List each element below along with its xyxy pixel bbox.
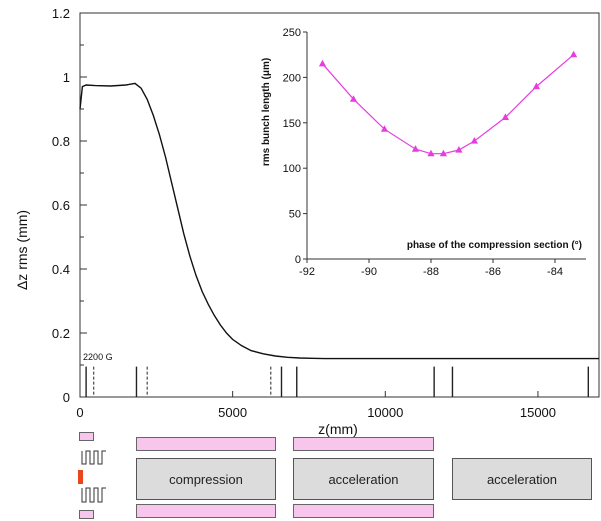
main-y-tick-label: 1.2 bbox=[52, 6, 70, 21]
main-y-axis-label: Δz rms (mm) bbox=[14, 210, 30, 290]
inset-x-axis: -92 -90 -88 -86 -84 bbox=[299, 258, 586, 278]
inset-data-point bbox=[532, 82, 540, 90]
main-y-tick-label: 1 bbox=[63, 70, 70, 85]
solenoid-acceleration-bottom bbox=[293, 504, 434, 518]
inset-data-point bbox=[501, 113, 509, 120]
main-y-tick-label: 0.8 bbox=[52, 134, 70, 149]
inset-x-tick-label: -84 bbox=[547, 266, 563, 278]
inset-y-tick-label: 0 bbox=[295, 254, 301, 266]
section-acceleration-1: acceleration bbox=[293, 458, 434, 500]
inset-data-point bbox=[427, 149, 435, 157]
section-compression: compression bbox=[136, 458, 276, 500]
inset-y-axis: 0 50 100 150 200 250 bbox=[283, 27, 308, 266]
inset-data-point bbox=[411, 145, 420, 152]
inset-x-tick-label: -88 bbox=[423, 266, 439, 278]
rf-waveguide-icon bbox=[81, 450, 106, 503]
main-y-tick-label: 0.4 bbox=[52, 262, 70, 277]
inset-background bbox=[262, 20, 594, 288]
inset-x-tick-label: -86 bbox=[485, 266, 501, 278]
main-y-tick-label: 0.2 bbox=[52, 326, 70, 341]
main-y-tick-label: 0 bbox=[63, 390, 70, 405]
section-acceleration-2: acceleration bbox=[452, 458, 592, 500]
inset-x-axis-label: phase of the compression section (°) bbox=[407, 240, 582, 251]
main-y-tick-label: 0.6 bbox=[52, 198, 70, 213]
main-x-axis: 0 5000 10000 15000 bbox=[76, 391, 556, 420]
main-x-axis-label: z(mm) bbox=[318, 421, 358, 437]
main-series-line bbox=[79, 82, 599, 360]
inset-data-point bbox=[349, 95, 358, 102]
main-x-tick-label: 0 bbox=[76, 405, 83, 420]
cathode-marker bbox=[78, 470, 83, 484]
inset-y-tick-label: 100 bbox=[283, 163, 301, 175]
inset-data-point bbox=[455, 146, 463, 153]
inset-y-tick-label: 150 bbox=[283, 118, 301, 130]
element-markers bbox=[85, 366, 590, 397]
gun-solenoid-top bbox=[79, 432, 94, 441]
main-x-tick-label: 10000 bbox=[367, 405, 403, 420]
gun-solenoid-bottom bbox=[79, 510, 94, 519]
inset-y-axis-label: rms bunch length (μm) bbox=[261, 58, 272, 166]
inset-data-point bbox=[470, 137, 478, 144]
inset-data-point bbox=[570, 50, 578, 58]
solenoid-compression-top bbox=[136, 437, 276, 451]
inset-y-tick-label: 50 bbox=[289, 209, 301, 221]
field-annotation: 2200 G bbox=[83, 352, 113, 362]
main-x-tick-label: 5000 bbox=[218, 405, 247, 420]
inset-y-tick-label: 200 bbox=[283, 72, 301, 84]
main-x-tick-label: 15000 bbox=[520, 405, 556, 420]
solenoid-compression-bottom bbox=[136, 504, 276, 518]
inset-x-tick-label: -90 bbox=[361, 266, 377, 278]
inset-data-point bbox=[439, 149, 447, 157]
main-y-axis: 0 0.2 0.4 0.6 0.8 1 1.2 bbox=[52, 6, 87, 405]
solenoid-acceleration-top bbox=[293, 437, 434, 451]
inset-plot: 0 50 100 150 200 250 -92 -90 -88 -86 -84 phase of… bbox=[261, 20, 594, 288]
main-plot: 0 0.2 0.4 0.6 0.8 1 1.2 0 5000 10000 15000 2200 G… bbox=[14, 6, 600, 437]
inset-x-tick-label: -92 bbox=[299, 266, 315, 278]
inset-y-tick-label: 250 bbox=[283, 27, 301, 39]
inset-series-points bbox=[318, 50, 578, 157]
inset-data-point bbox=[380, 125, 389, 132]
inset-data-point bbox=[318, 59, 327, 67]
